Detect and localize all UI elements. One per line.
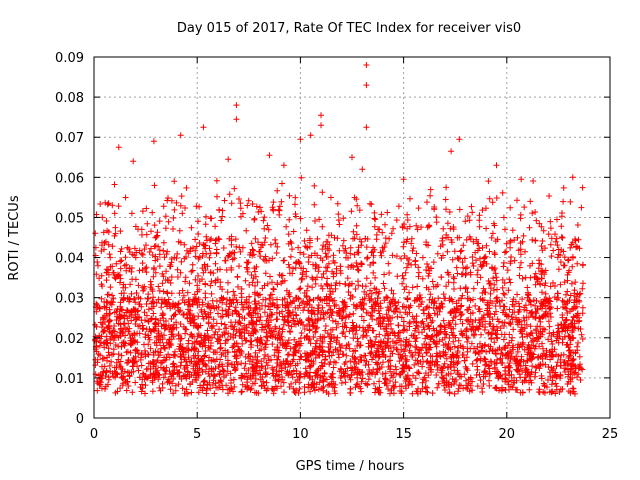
y-tick-label: 0.03 <box>55 292 84 307</box>
y-tick-label: 0.09 <box>55 51 84 66</box>
x-tick-label: 20 <box>499 427 516 442</box>
chart-title: Day 015 of 2017, Rate Of TEC Index for r… <box>177 21 521 36</box>
x-tick-label: 5 <box>193 427 201 442</box>
y-tick-label: 0.04 <box>55 252 84 267</box>
grid-lines <box>94 57 610 418</box>
scatter-markers <box>92 62 586 397</box>
y-tick-label: 0.07 <box>55 131 84 146</box>
y-tick-label: 0.05 <box>55 211 84 226</box>
x-tick-label: 10 <box>292 427 309 442</box>
x-axis-label: GPS time / hours <box>296 459 405 474</box>
y-tick-label: 0.01 <box>55 372 84 387</box>
plot-frame <box>93 56 611 419</box>
y-tick-label: 0 <box>76 412 84 427</box>
x-axis-ticks: 0 5 10 15 20 25 <box>90 57 618 442</box>
y-tick-label: 0.06 <box>55 171 84 186</box>
x-tick-label: 0 <box>90 427 98 442</box>
y-tick-label: 0.02 <box>55 332 84 347</box>
x-tick-label: 15 <box>395 427 412 442</box>
data-points <box>92 62 586 397</box>
x-tick-label: 25 <box>602 427 619 442</box>
y-axis-ticks: 0 0.01 0.02 0.03 0.04 0.05 0.06 0.07 0.08 0.09 <box>55 51 610 427</box>
y-tick-label: 0.08 <box>55 91 84 106</box>
y-axis-label: ROTI / TECUs <box>7 195 22 280</box>
